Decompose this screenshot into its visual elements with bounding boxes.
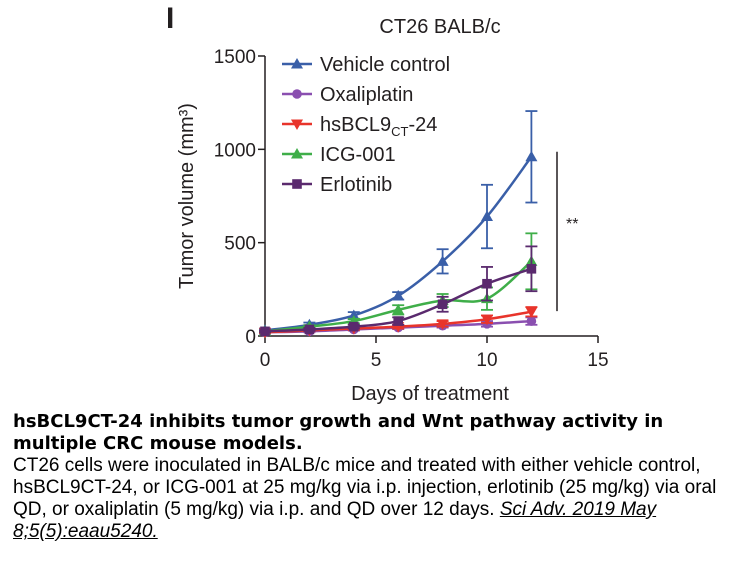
chart: CT26 BALB/c 0 500 1000 1500 0 5 10 15 Days of t…: [176, 16, 609, 405]
series-0: [259, 110, 538, 335]
x-tick-label: 5: [371, 350, 382, 371]
legend-item: Erlotinib: [282, 174, 392, 196]
legend-marker: [292, 179, 302, 189]
data-point: [349, 321, 359, 332]
axes: [264, 56, 598, 337]
legend: Vehicle control Oxaliplatin hsBCL9CT-24 ICG…: [282, 54, 450, 196]
x-tick-label: 0: [260, 350, 271, 371]
caption-title: hsBCL9CT-24 inhibits tumor growth and Wn…: [13, 411, 664, 454]
data-point: [437, 299, 448, 310]
legend-label: Vehicle control: [320, 54, 450, 76]
ticks: 0 500 1000 1500 0 5 10 15: [214, 47, 609, 371]
legend-label: Erlotinib: [320, 174, 392, 196]
significance-label: **: [566, 216, 578, 233]
caption-body: CT26 cells were inoculated in BALB/c mic…: [13, 455, 717, 520]
x-axis-label: Days of treatment: [351, 383, 509, 405]
data-point: [481, 314, 493, 326]
legend-label: ICG-001: [320, 144, 396, 166]
data-point: [526, 316, 537, 326]
y-tick-label: 0: [245, 327, 256, 348]
y-tick-label: 500: [224, 234, 256, 255]
data-point: [525, 307, 538, 318]
legend-marker: [292, 89, 302, 99]
data-point: [392, 289, 405, 301]
significance-bracket: **: [556, 151, 578, 312]
chart-title: CT26 BALB/c: [379, 16, 500, 38]
legend-item: hsBCL9CT-24: [282, 114, 437, 139]
legend-label: Oxaliplatin: [320, 84, 413, 106]
legend-label: hsBCL9CT-24: [320, 114, 437, 139]
data-point: [526, 264, 537, 274]
data-point: [436, 319, 449, 330]
figure-caption: hsBCL9CT-24 inhibits tumor growth and Wn…: [13, 411, 748, 543]
series-4: [259, 245, 538, 337]
data-point: [393, 316, 403, 326]
data-point: [347, 309, 360, 320]
citation-link[interactable]: Sci Adv. 2019 May 8;5(5):eaau5240.: [13, 499, 657, 542]
data-point: [392, 303, 405, 315]
data-point: [436, 255, 449, 266]
x-tick-label: 15: [587, 350, 608, 371]
legend-marker: [291, 148, 303, 159]
legend-item: Oxaliplatin: [282, 84, 413, 106]
y-tick-label: 1500: [214, 47, 256, 68]
legend-marker: [291, 58, 303, 69]
data-point: [525, 150, 538, 162]
y-axis-label: Tumor volume (mm³): [176, 103, 198, 289]
data-point: [482, 278, 492, 289]
data-point: [304, 324, 315, 335]
data-point: [260, 326, 270, 337]
y-tick-label: 1000: [214, 140, 256, 161]
series-layer: [259, 110, 538, 339]
legend-marker: [291, 119, 303, 130]
legend-item: ICG-001: [282, 144, 396, 166]
data-point: [481, 210, 493, 222]
panel-label: I: [166, 2, 175, 35]
x-tick-label: 10: [476, 350, 497, 371]
legend-item: Vehicle control: [282, 54, 450, 76]
